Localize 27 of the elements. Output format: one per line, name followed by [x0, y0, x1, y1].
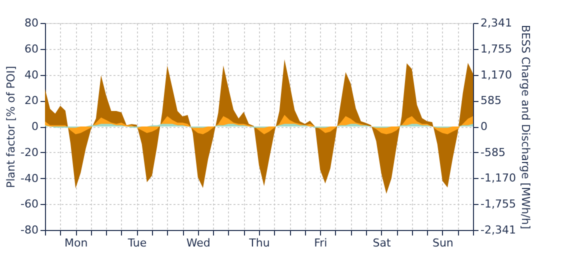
x-tick-label: Sun	[432, 236, 454, 250]
y2-tick-label: 2,341	[480, 16, 512, 30]
y-tick-label: -20	[20, 146, 38, 159]
y-axis-title: Plant factor [% of POI]	[4, 66, 18, 188]
y2-tick-label: 585	[480, 94, 502, 108]
y2-tick-label: -1,170	[480, 172, 516, 185]
y-tick-label: -80	[20, 224, 38, 236]
y2-tick-label: -2,341	[480, 224, 516, 236]
x-tick-label: Sat	[372, 236, 392, 250]
y-tick-label: 40	[24, 68, 38, 82]
y2-tick-label: -585	[480, 146, 506, 159]
y2-tick-label: 1,755	[480, 42, 512, 56]
y-tick-label: 60	[24, 42, 38, 56]
y2-tick-label: -1,755	[480, 198, 516, 211]
y2-tick-label: 1,170	[480, 68, 512, 82]
y-tick-label: 20	[24, 94, 38, 108]
x-tick-label: Fri	[314, 236, 328, 250]
x-tick-label: Mon	[64, 236, 88, 250]
y-tick-label: -60	[20, 198, 38, 211]
x-tick-label: Tue	[126, 236, 147, 250]
x-tick-label: Wed	[186, 236, 210, 250]
y-tick-label: -40	[20, 172, 38, 185]
y-tick-label: 80	[24, 16, 38, 30]
y-tick-label: 0	[32, 120, 38, 133]
y2-axis-title: BESS Charge and Discharge [MWh/h]	[518, 24, 532, 230]
y2-tick-label: 0	[480, 120, 488, 133]
x-tick-label: Thu	[248, 236, 270, 250]
